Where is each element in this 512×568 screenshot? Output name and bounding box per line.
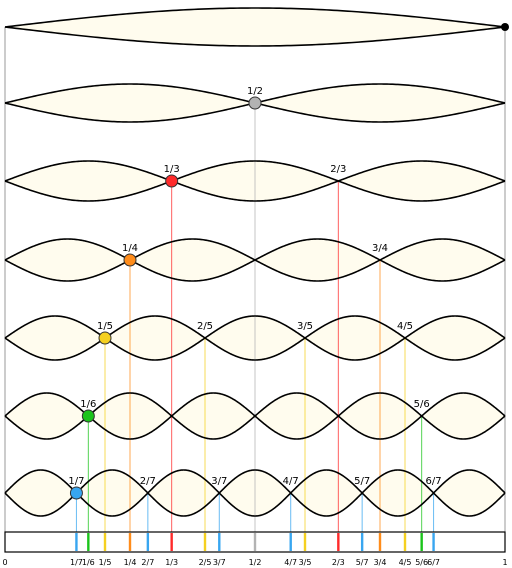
node-label-1-4: 1/4 <box>122 243 138 254</box>
node-label-5-6: 5/6 <box>414 399 430 410</box>
node-marker-1-6 <box>81 409 95 423</box>
harmonic-7-upper-curve <box>4 469 506 517</box>
node-label-4-5: 4/5 <box>397 321 413 332</box>
scale-label-1-7: 1/7 <box>70 558 83 567</box>
node-label-3-5: 3/5 <box>297 321 313 332</box>
fraction-labels-layer: 1/2 1/3 2/3 1/4 3/4 1/5 2/5 3/5 4/5 1/6 5/6 1/7 2/7 3… <box>68 86 441 487</box>
node-markers-layer <box>69 23 509 500</box>
scale-label-6-7: 6/7 <box>427 558 440 567</box>
fraction-scale: 0 1 1/7 1/6 1/5 1/4 2/7 1/3 2/5 3/7 1/2 4/7 3/5 2/3 5/… <box>2 531 508 567</box>
scale-label-1-2: 1/2 <box>249 558 262 567</box>
node-marker-1-7 <box>69 486 83 500</box>
node-label-2-3: 2/3 <box>330 164 346 175</box>
node-marker-1-3 <box>165 174 179 188</box>
node-label-1-6: 1/6 <box>80 399 96 410</box>
scale-label-2-5: 2/5 <box>199 558 212 567</box>
node-marker-1-2 <box>248 96 262 110</box>
node-label-3-7: 3/7 <box>211 476 227 487</box>
scale-label-1-6: 1/6 <box>82 558 95 567</box>
node-label-2-7: 2/7 <box>140 476 156 487</box>
scale-label-3-7: 3/7 <box>213 558 226 567</box>
scale-label-1-4: 1/4 <box>124 558 137 567</box>
scale-label-5-6: 5/6 <box>415 558 428 567</box>
node-drop-lines-layer <box>75 103 435 552</box>
scale-label-1-5: 1/5 <box>99 558 112 567</box>
node-label-1-2: 1/2 <box>247 86 263 97</box>
node-label-1-3: 1/3 <box>164 164 180 175</box>
node-label-1-7: 1/7 <box>68 476 84 487</box>
scale-label-3-4: 3/4 <box>374 558 387 567</box>
scale-label-2-7: 2/7 <box>141 558 154 567</box>
scale-label-4-7: 4/7 <box>284 558 297 567</box>
scale-label-2-3: 2/3 <box>332 558 345 567</box>
node-marker-1-4 <box>123 253 137 267</box>
scale-label-3-5: 3/5 <box>299 558 312 567</box>
string-end-dot <box>501 23 509 31</box>
harmonic-1-fill <box>5 8 505 46</box>
harmonic-7-lower-curve <box>4 469 506 517</box>
scale-end-label: 1 <box>502 558 507 567</box>
harmonic-1-upper-curve <box>4 7 506 28</box>
scale-label-5-7: 5/7 <box>356 558 369 567</box>
harmonic-1-lower-curve <box>4 26 506 47</box>
frame-lines-layer <box>4 27 506 552</box>
node-label-2-5: 2/5 <box>197 321 213 332</box>
harmonic-4-lower-curve <box>4 238 506 282</box>
node-label-4-7: 4/7 <box>283 476 299 487</box>
node-label-1-5: 1/5 <box>97 321 113 332</box>
node-label-3-4: 3/4 <box>372 243 388 254</box>
node-label-6-7: 6/7 <box>426 476 442 487</box>
harmonic-3-upper-curve <box>4 160 506 202</box>
string-outline-layer <box>4 7 506 517</box>
harmonic-5-lower-curve <box>4 315 506 361</box>
scale-label-4-5: 4/5 <box>399 558 412 567</box>
node-label-5-7: 5/7 <box>354 476 370 487</box>
harmonic-5-upper-curve <box>4 315 506 361</box>
scale-start-label: 0 <box>2 558 7 567</box>
scale-label-1-3: 1/3 <box>165 558 178 567</box>
node-marker-1-5 <box>98 331 112 345</box>
harmonic-3-lower-curve <box>4 160 506 202</box>
